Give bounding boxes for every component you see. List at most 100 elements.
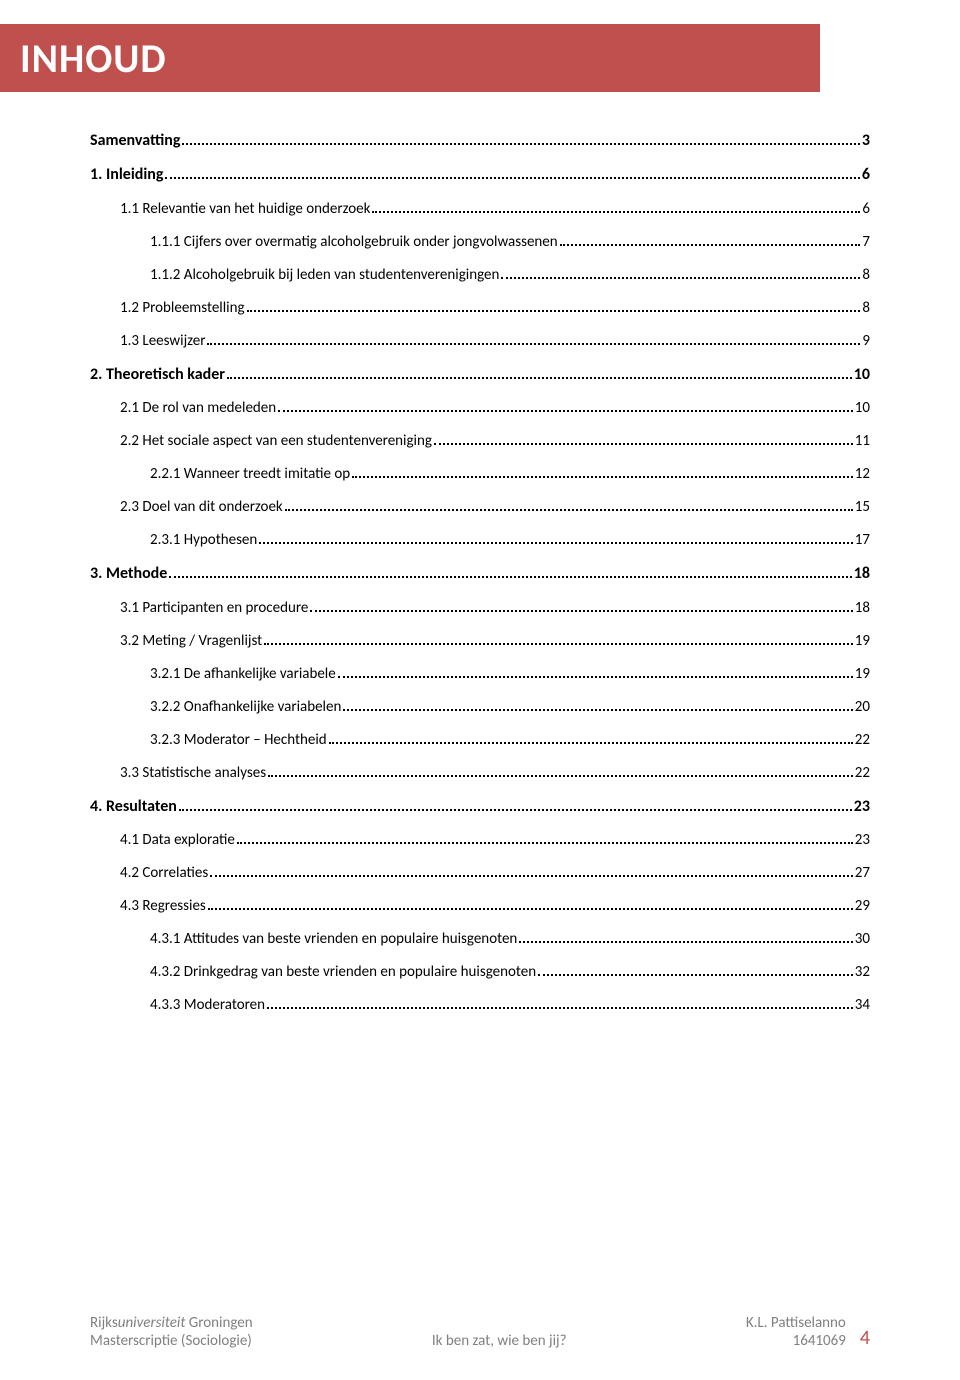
toc-row[interactable]: 3.2.2 Onafhankelijke variabelen 20 [90,697,870,718]
toc-leader-dots [208,908,853,910]
toc-row[interactable]: 3.3 Statistische analyses22 [90,763,870,784]
footer-uni-italic: universiteit [118,1314,186,1332]
toc-label: 2.3.1 Hypothesen [150,530,257,551]
toc-leader-dots [372,211,860,213]
toc-row[interactable]: 3.1 Participanten en procedure 18 [90,598,870,619]
toc-row[interactable]: 4.3.2 Drinkgedrag van beste vrienden en … [90,962,870,983]
toc-label: 2.3 Doel van dit onderzoek [120,497,283,518]
toc-row[interactable]: 2.1 De rol van medeleden 10 [90,398,870,419]
toc-page-number: 27 [855,863,870,884]
toc-page-number: 34 [855,995,870,1016]
toc-page-number: 12 [855,464,870,485]
toc-label: 4.3.2 Drinkgedrag van beste vrienden en … [150,962,536,983]
toc-row[interactable]: 1.1.1 Cijfers over overmatig alcoholgebr… [90,232,870,253]
page-title: INHOUD [20,34,167,83]
toc-label: 4.1 Data exploratie [120,830,235,851]
toc-row[interactable]: 4.3 Regressies29 [90,896,870,917]
toc-page-number: 3 [862,130,870,152]
toc-row[interactable]: 1.1 Relevantie van het huidige onderzoek… [90,199,870,220]
toc-page-number: 18 [855,598,870,619]
footer-university: Rijksuniversiteit Groningen [90,1314,253,1332]
footer-right: K.L. Pattiselanno 1641069 4 [746,1314,870,1350]
title-bar: INHOUD [0,24,820,92]
toc-leader-dots [560,244,861,246]
toc-page-number: 20 [855,697,870,718]
toc-label: 4.3.3 Moderatoren [150,995,265,1016]
toc-page-number: 32 [855,962,870,983]
toc-label: 3.2.2 Onafhankelijke variabelen [150,697,341,718]
toc-row[interactable]: 2.2.1 Wanneer treedt imitatie op12 [90,464,870,485]
toc-page-number: 19 [855,664,870,685]
toc-row[interactable]: 4.1 Data exploratie 23 [90,830,870,851]
toc-row[interactable]: Samenvatting 3 [90,130,870,152]
toc-row[interactable]: 3.2 Meting / Vragenlijst19 [90,631,870,652]
toc-row[interactable]: 1.1.2 Alcoholgebruik bij leden van stude… [90,265,870,286]
toc-leader-dots [227,377,852,379]
toc-row[interactable]: 1.2 Probleemstelling8 [90,298,870,319]
toc-leader-dots [237,842,853,844]
toc-row[interactable]: 4.3.1 Attitudes van beste vrienden en po… [90,929,870,950]
footer: Rijksuniversiteit Groningen Masterscript… [90,1314,870,1350]
toc-page-number: 30 [855,929,870,950]
toc-leader-dots [343,709,852,711]
toc-row[interactable]: 3. Methode18 [90,563,870,585]
toc-row[interactable]: 2.2 Het sociale aspect van een studenten… [90,431,870,452]
footer-author: K.L. Pattiselanno [746,1314,846,1332]
toc-row[interactable]: 1. Inleiding6 [90,164,870,186]
toc-leader-dots [259,542,853,544]
toc-label: 2.1 De rol van medeleden [120,398,276,419]
toc-row[interactable]: 4. Resultaten 23 [90,796,870,818]
toc-row[interactable]: 3.2.1 De afhankelijke variabele19 [90,664,870,685]
toc-page-number: 23 [855,830,870,851]
toc-page-number: 17 [855,530,870,551]
toc-page-number: 6 [862,199,870,220]
page: INHOUD Samenvatting31. Inleiding61.1 Rel… [0,0,960,1380]
toc-label: 3.2 Meting / Vragenlijst [120,631,262,652]
toc-label: 3.1 Participanten en procedure [120,598,308,619]
toc-leader-dots [352,476,853,478]
toc-page-number: 22 [855,763,870,784]
toc-leader-dots [329,742,853,744]
toc-label: 1.3 Leeswijzer [120,331,205,352]
toc-row[interactable]: 4.3.3 Moderatoren 34 [90,995,870,1016]
toc-leader-dots [247,310,861,312]
toc-label: 3.2.3 Moderator – Hechtheid [150,730,327,751]
toc-leader-dots [310,610,852,612]
toc-row[interactable]: 4.2 Correlaties 27 [90,863,870,884]
toc-row[interactable]: 2. Theoretisch kader 10 [90,364,870,386]
footer-mid: Ik ben zat, wie ben jij? [432,1332,567,1350]
toc-row[interactable]: 3.2.3 Moderator – Hechtheid 22 [90,730,870,751]
toc-leader-dots [207,343,860,345]
toc-leader-dots [285,509,853,511]
footer-uni-suffix: Groningen [185,1314,252,1332]
toc-row[interactable]: 2.3.1 Hypothesen 17 [90,530,870,551]
toc-page-number: 15 [855,497,870,518]
toc-row[interactable]: 2.3 Doel van dit onderzoek 15 [90,497,870,518]
toc-page-number: 10 [855,398,870,419]
toc-leader-dots [182,143,859,145]
toc-label: 2.2 Het sociale aspect van een studenten… [120,431,432,452]
footer-student-number: 1641069 [793,1332,846,1350]
toc-row[interactable]: 1.3 Leeswijzer9 [90,331,870,352]
toc-page-number: 10 [854,364,870,386]
toc-label: 1.1.1 Cijfers over overmatig alcoholgebr… [150,232,558,253]
toc-label: 4.2 Correlaties [120,863,208,884]
toc-page-number: 22 [855,730,870,751]
toc-page-number: 29 [855,896,870,917]
toc-leader-dots [179,809,852,811]
toc-label: 1.1 Relevantie van het huidige onderzoek [120,199,370,220]
toc-label: 2. Theoretisch kader [90,364,225,386]
toc-label: 1. Inleiding [90,164,163,186]
footer-doc-title: Ik ben zat, wie ben jij? [432,1332,567,1350]
toc-page-number: 8 [862,265,870,286]
toc-leader-dots [501,277,860,279]
toc-label: 1.1.2 Alcoholgebruik bij leden van stude… [150,265,499,286]
toc-page-number: 23 [854,796,870,818]
toc-page-number: 7 [862,232,870,253]
toc-leader-dots [538,974,853,976]
toc-leader-dots [434,443,853,445]
footer-uni-prefix: Rijks [90,1314,118,1332]
toc-label: 4. Resultaten [90,796,177,818]
toc-label: Samenvatting [90,130,180,152]
footer-subtitle: Masterscriptie (Sociologie) [90,1332,253,1350]
